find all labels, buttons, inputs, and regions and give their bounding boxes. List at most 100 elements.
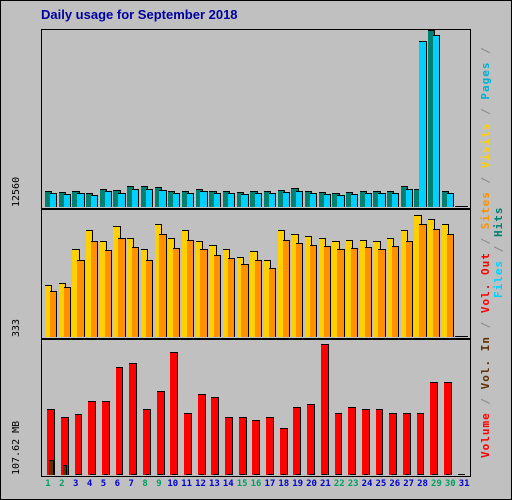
xtick-21: 21: [319, 479, 333, 495]
bar-files: [255, 193, 262, 207]
bar-volume: [88, 401, 96, 475]
bar-volume: [403, 413, 411, 475]
bar-volume: [102, 401, 110, 475]
xtick-7: 7: [124, 479, 138, 495]
bar-vol_in: [405, 474, 410, 475]
xtick-16: 16: [249, 479, 263, 495]
xtick-28: 28: [416, 479, 430, 495]
bar-files: [91, 195, 98, 207]
bar-sites: [433, 229, 440, 337]
legend-vol. out: Vol. Out: [479, 252, 492, 313]
bar-sites: [132, 247, 139, 337]
xtick-5: 5: [97, 479, 111, 495]
bar-files: [77, 193, 84, 207]
bar-vol_in: [309, 474, 314, 475]
legend-vol. in: Vol. In: [479, 336, 492, 389]
bar-volume: [170, 352, 178, 476]
bar-sites: [200, 249, 207, 337]
xtick-15: 15: [235, 479, 249, 495]
bar-files: [173, 193, 180, 207]
bar-vol_in: [76, 474, 81, 475]
xtick-17: 17: [263, 479, 277, 495]
xtick-14: 14: [221, 479, 235, 495]
bar-vol_in: [281, 474, 286, 475]
xtick-13: 13: [208, 479, 222, 495]
bar-files: [433, 35, 440, 207]
bar-sites: [118, 238, 125, 337]
bar-sites: [419, 224, 426, 337]
xtick-11: 11: [180, 479, 194, 495]
bar-vol_in: [227, 474, 232, 475]
bar-vol_in: [131, 474, 136, 475]
panel-volume: [41, 339, 471, 477]
legend-visits: Visits: [479, 122, 492, 168]
ylabel-top: 12560: [11, 31, 22, 207]
bar-volume: [198, 394, 206, 475]
xtick-10: 10: [166, 479, 180, 495]
bar-vol_in: [432, 474, 437, 475]
bar-vol_in: [145, 474, 150, 475]
bar-sites: [392, 246, 399, 337]
bar-vol_in: [90, 474, 95, 475]
bar-sites: [228, 258, 235, 337]
bar-volume: [348, 407, 356, 475]
xtick-1: 1: [41, 479, 55, 495]
bar-files: [419, 41, 426, 207]
ylabel-bot: 107.62 MB: [11, 341, 22, 475]
bar-sites: [173, 248, 180, 337]
bar-files: [310, 193, 317, 207]
bar-vol_in: [459, 474, 464, 475]
bar-sites: [241, 264, 248, 337]
bar-files: [296, 191, 303, 207]
bar-vol_in: [418, 474, 423, 475]
bar-volume: [143, 409, 151, 475]
bar-vol_in: [240, 474, 245, 475]
bar-vol_in: [158, 474, 163, 475]
bar-sites: [159, 234, 166, 337]
bar-sites: [460, 336, 467, 337]
bar-vol_in: [254, 474, 259, 475]
xtick-26: 26: [388, 479, 402, 495]
bar-sites: [447, 234, 454, 337]
xtick-3: 3: [69, 479, 83, 495]
bar-files: [365, 193, 372, 207]
bar-volume: [252, 420, 260, 475]
bar-volume: [225, 417, 233, 475]
bar-sites: [146, 260, 153, 337]
bar-vol_in: [172, 474, 177, 475]
bar-files: [324, 194, 331, 207]
xtick-31: 31: [457, 479, 471, 495]
bar-sites: [296, 243, 303, 337]
xtick-18: 18: [277, 479, 291, 495]
bar-vol_in: [350, 474, 355, 475]
bar-files: [146, 189, 153, 207]
bar-sites: [406, 241, 413, 337]
bar-volume: [75, 414, 83, 475]
bar-volume: [116, 367, 124, 475]
bar-vol_in: [63, 465, 68, 475]
legend-hits: Hits: [492, 206, 505, 237]
xtick-24: 24: [360, 479, 374, 495]
bar-files: [269, 193, 276, 207]
bar-sites: [187, 240, 194, 337]
bar-sites: [50, 291, 57, 337]
bar-sites: [91, 241, 98, 337]
bar-files: [50, 193, 57, 207]
xtick-6: 6: [110, 479, 124, 495]
bar-volume: [321, 344, 329, 475]
bar-sites: [64, 287, 71, 337]
bar-files: [228, 193, 235, 207]
legend-sites: Sites: [479, 191, 492, 229]
bar-files: [105, 191, 112, 207]
legend-volume: Volume: [479, 412, 492, 458]
xtick-9: 9: [152, 479, 166, 495]
x-axis: 1234567891011121314151617181920212223242…: [41, 479, 471, 495]
bar-sites: [214, 255, 221, 337]
bar-files: [118, 193, 125, 207]
bar-files: [187, 193, 194, 207]
bar-sites: [269, 268, 276, 337]
bar-vol_in: [268, 474, 273, 475]
bar-volume: [239, 417, 247, 475]
bar-volume: [335, 413, 343, 475]
bar-sites: [283, 240, 290, 337]
